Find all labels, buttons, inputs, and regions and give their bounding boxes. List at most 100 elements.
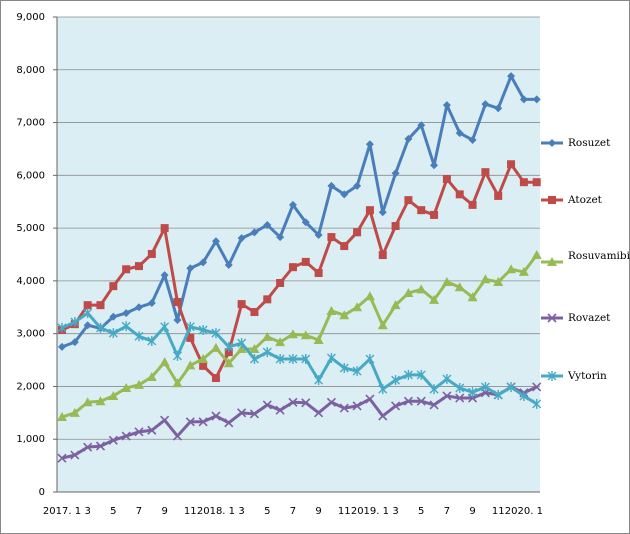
point [480, 274, 491, 284]
point [314, 230, 323, 239]
y-tick-label: 3,000 [16, 329, 45, 340]
plot-area [57, 17, 540, 492]
point [300, 330, 311, 340]
point [249, 354, 259, 364]
point [378, 251, 387, 260]
point [109, 282, 118, 291]
y-tick-label: 9,000 [16, 12, 45, 23]
x-tick-label: 3 [392, 506, 398, 517]
legend-label: Atozet [567, 194, 603, 206]
point [430, 161, 439, 170]
point [507, 72, 516, 81]
point [327, 181, 336, 190]
x-tick-label: 3 [238, 506, 244, 517]
y-tick-label: 1,000 [16, 434, 45, 445]
point [108, 390, 119, 400]
point [455, 190, 464, 199]
legend-label: Rovazet [568, 312, 611, 324]
point [532, 382, 542, 392]
y-tick-label: 4,000 [16, 276, 45, 287]
point [391, 375, 401, 386]
x-tick-label: 5 [418, 506, 424, 517]
point [250, 228, 259, 237]
point [506, 381, 516, 392]
x-tick-label: 9 [469, 506, 475, 517]
point [122, 265, 131, 274]
point [365, 354, 375, 364]
point [160, 224, 169, 233]
point [442, 101, 451, 110]
x-tick-label: 9 [161, 506, 167, 517]
point [211, 328, 221, 339]
point [313, 335, 324, 344]
point [147, 336, 157, 347]
point [57, 453, 67, 463]
point [416, 284, 427, 294]
point [224, 348, 233, 357]
point [236, 343, 247, 353]
point [134, 303, 143, 312]
point [160, 321, 170, 332]
point [301, 354, 311, 364]
point [326, 397, 336, 407]
point [467, 292, 478, 302]
point [547, 257, 557, 266]
point [518, 266, 529, 276]
point [211, 374, 220, 382]
point [186, 264, 195, 273]
point [339, 310, 350, 320]
point [547, 313, 557, 323]
x-tick-label: 7 [136, 506, 142, 517]
point [416, 396, 426, 406]
point [134, 331, 144, 342]
point [70, 338, 79, 347]
point [442, 175, 451, 184]
point [416, 369, 426, 380]
point [276, 233, 285, 242]
point [442, 374, 452, 385]
point [339, 403, 349, 413]
point [57, 412, 67, 422]
x-tick-label: 11 [492, 506, 505, 517]
x-tick-label: 7 [444, 506, 450, 517]
point [70, 450, 80, 460]
point [160, 415, 170, 425]
point [288, 397, 298, 407]
y-tick-label: 5,000 [16, 223, 45, 234]
legend-label: Rosuvamibie [568, 250, 630, 262]
point [352, 366, 362, 377]
point [173, 298, 182, 306]
point [454, 282, 465, 292]
point [353, 228, 362, 237]
point [159, 357, 170, 367]
point [250, 308, 259, 317]
point [531, 250, 542, 260]
point [532, 95, 541, 104]
point [146, 371, 157, 381]
point [378, 411, 388, 421]
point [378, 384, 388, 395]
point [430, 210, 439, 219]
legend-label: Vytorin [567, 370, 607, 382]
point [172, 350, 182, 361]
point [147, 425, 157, 435]
point [276, 279, 285, 287]
point [404, 134, 413, 143]
x-tick-label: 11 [184, 506, 197, 517]
point [198, 324, 208, 335]
point [96, 301, 105, 310]
point [133, 379, 144, 389]
point [340, 190, 349, 199]
point [455, 383, 465, 394]
point [403, 288, 414, 298]
point [378, 208, 387, 217]
y-tick-label: 8,000 [16, 65, 45, 76]
point [404, 196, 413, 205]
point [442, 391, 452, 401]
point [364, 291, 375, 301]
point [121, 321, 131, 332]
point [365, 140, 374, 149]
y-tick-label: 0 [39, 487, 45, 498]
